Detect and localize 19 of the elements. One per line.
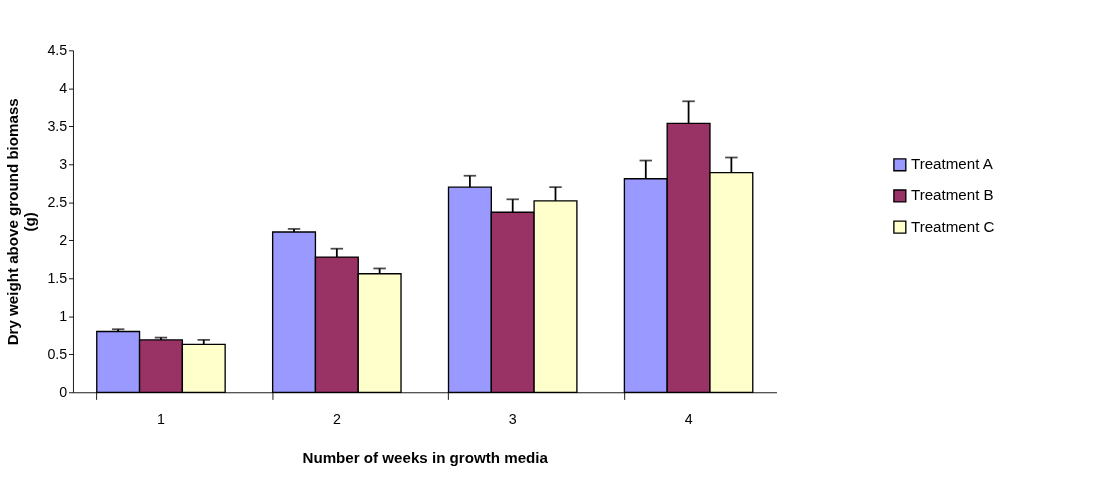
y-tick-label: 4.5	[47, 42, 68, 59]
x-tick-label: 1	[157, 410, 165, 427]
x-tick-label: 2	[332, 410, 341, 427]
x-tick-label: 3	[508, 410, 517, 427]
legend-label: Treatment A	[910, 155, 994, 173]
y-tick-label: 1	[59, 308, 68, 325]
y-tick-label: 0.5	[47, 346, 68, 363]
y-tick-label: 3.5	[47, 118, 68, 135]
y-tick-label: 4	[59, 80, 68, 97]
legend-label: Treatment C	[910, 217, 995, 235]
y-tick-label: 1.5	[47, 270, 68, 287]
x-axis-title: Number of weeks in growth media	[302, 449, 549, 467]
y-tick-label: 0	[59, 384, 68, 401]
x-tick-label: 4	[684, 410, 693, 427]
y-tick-label: 3	[59, 156, 68, 173]
y-axis-title: Dry weight above ground biomass (g)	[4, 98, 38, 346]
y-tick-label: 2	[59, 232, 68, 249]
y-tick-label: 2.5	[47, 194, 68, 211]
legend-label: Treatment B	[910, 186, 994, 204]
